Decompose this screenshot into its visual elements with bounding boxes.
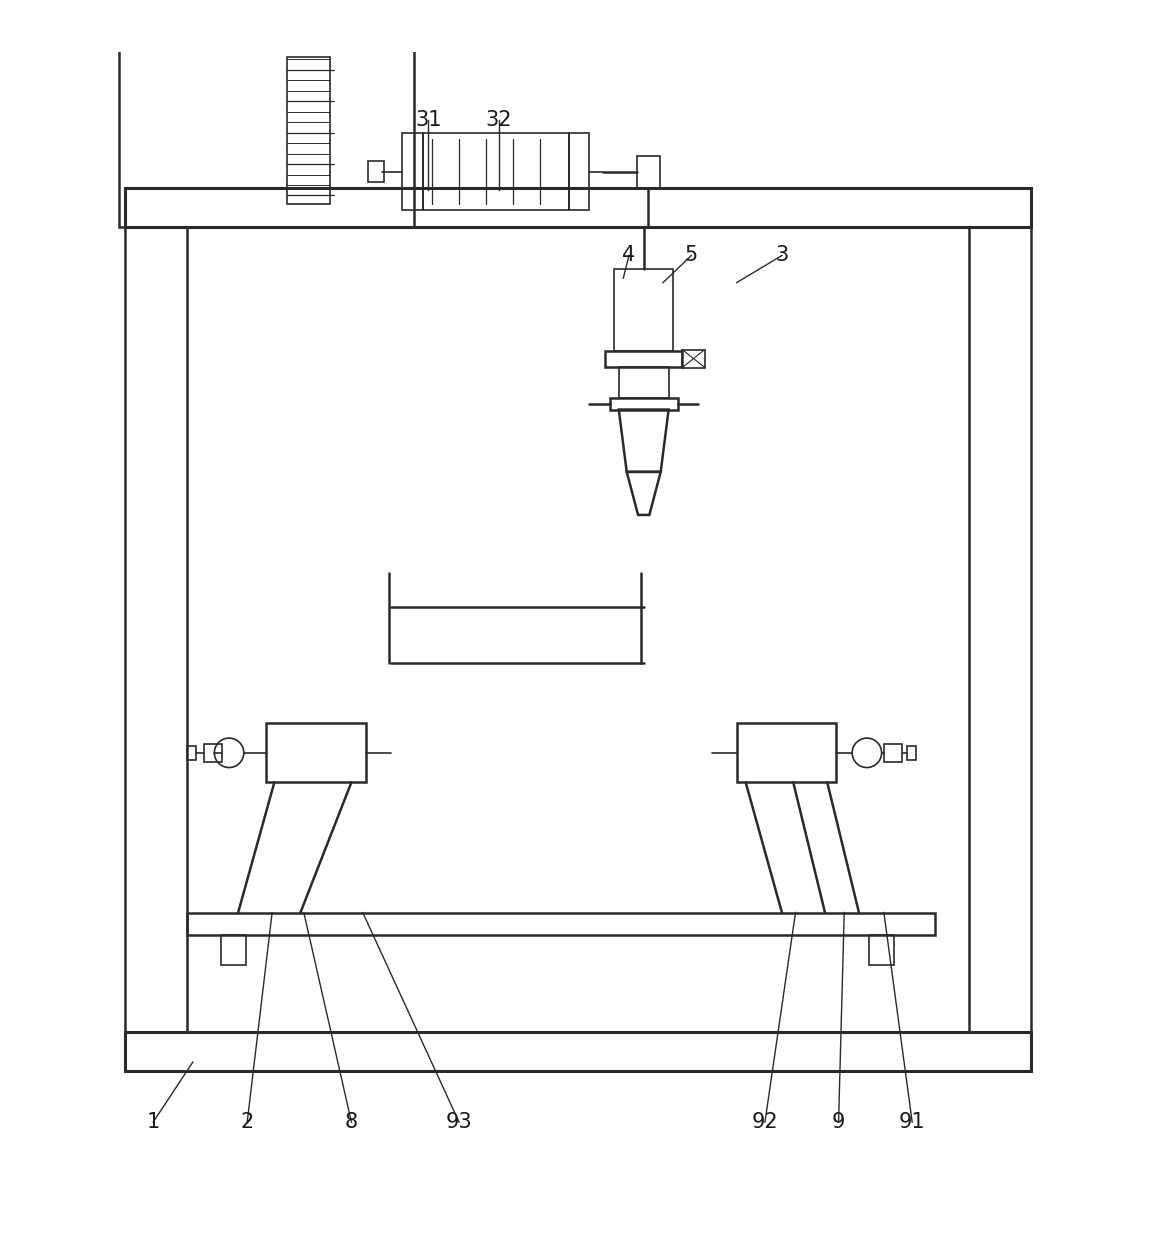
Bar (125, 1032, 1031, 1072)
Bar (736, 723, 836, 782)
Bar (869, 936, 894, 964)
Bar (606, 351, 682, 367)
Bar (884, 744, 902, 761)
Bar (569, 133, 590, 210)
Text: 9: 9 (832, 1112, 845, 1132)
Text: 4: 4 (622, 246, 636, 266)
Text: 8: 8 (344, 1112, 358, 1132)
Bar (402, 133, 423, 210)
Bar (614, 269, 673, 351)
Text: 2: 2 (240, 1112, 254, 1132)
Text: 3: 3 (776, 246, 788, 266)
Bar (906, 747, 916, 760)
Text: 92: 92 (751, 1112, 778, 1132)
Text: 32: 32 (486, 110, 512, 130)
Bar (250, 0, 312, 4)
Bar (682, 350, 705, 367)
Text: 5: 5 (684, 246, 698, 266)
Bar (119, 28, 414, 227)
Text: 93: 93 (446, 1112, 473, 1132)
Bar (969, 227, 1031, 1032)
Bar (125, 227, 187, 1032)
Bar (205, 744, 222, 761)
Bar (244, 4, 318, 28)
Bar (187, 912, 935, 936)
Text: 1: 1 (147, 1112, 160, 1132)
Bar (369, 162, 384, 182)
Text: 31: 31 (415, 110, 442, 130)
Bar (267, 723, 366, 782)
Bar (187, 747, 197, 760)
Bar (287, 57, 329, 204)
Bar (125, 188, 1031, 227)
Bar (609, 398, 677, 409)
Bar (221, 936, 246, 964)
Bar (637, 156, 660, 188)
Bar (618, 367, 668, 398)
Bar (423, 133, 569, 210)
Text: 91: 91 (899, 1112, 926, 1132)
